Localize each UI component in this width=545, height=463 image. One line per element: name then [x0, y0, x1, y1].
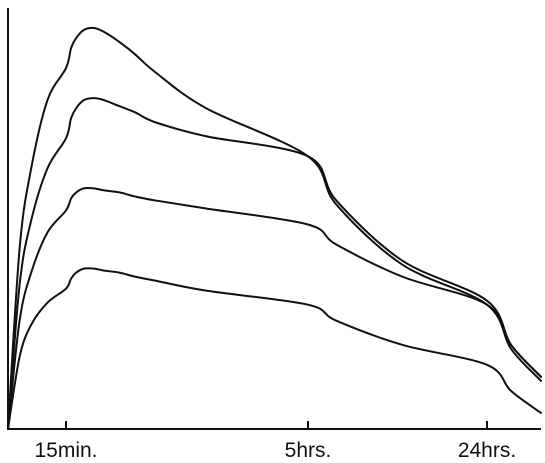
x-tick-label: 5hrs.	[285, 439, 332, 462]
series-line-2	[7, 97, 542, 430]
axes-layer	[7, 8, 541, 430]
series-line-3	[7, 187, 542, 430]
series-line-1	[7, 26, 542, 430]
series-layer	[7, 26, 542, 430]
x-tick-label: 24hrs.	[458, 439, 516, 462]
series-line-4	[7, 267, 542, 430]
x-tick-label: 15min.	[34, 439, 97, 462]
x-ticks-layer: 15min. 5hrs. 24hrs.	[34, 421, 516, 462]
